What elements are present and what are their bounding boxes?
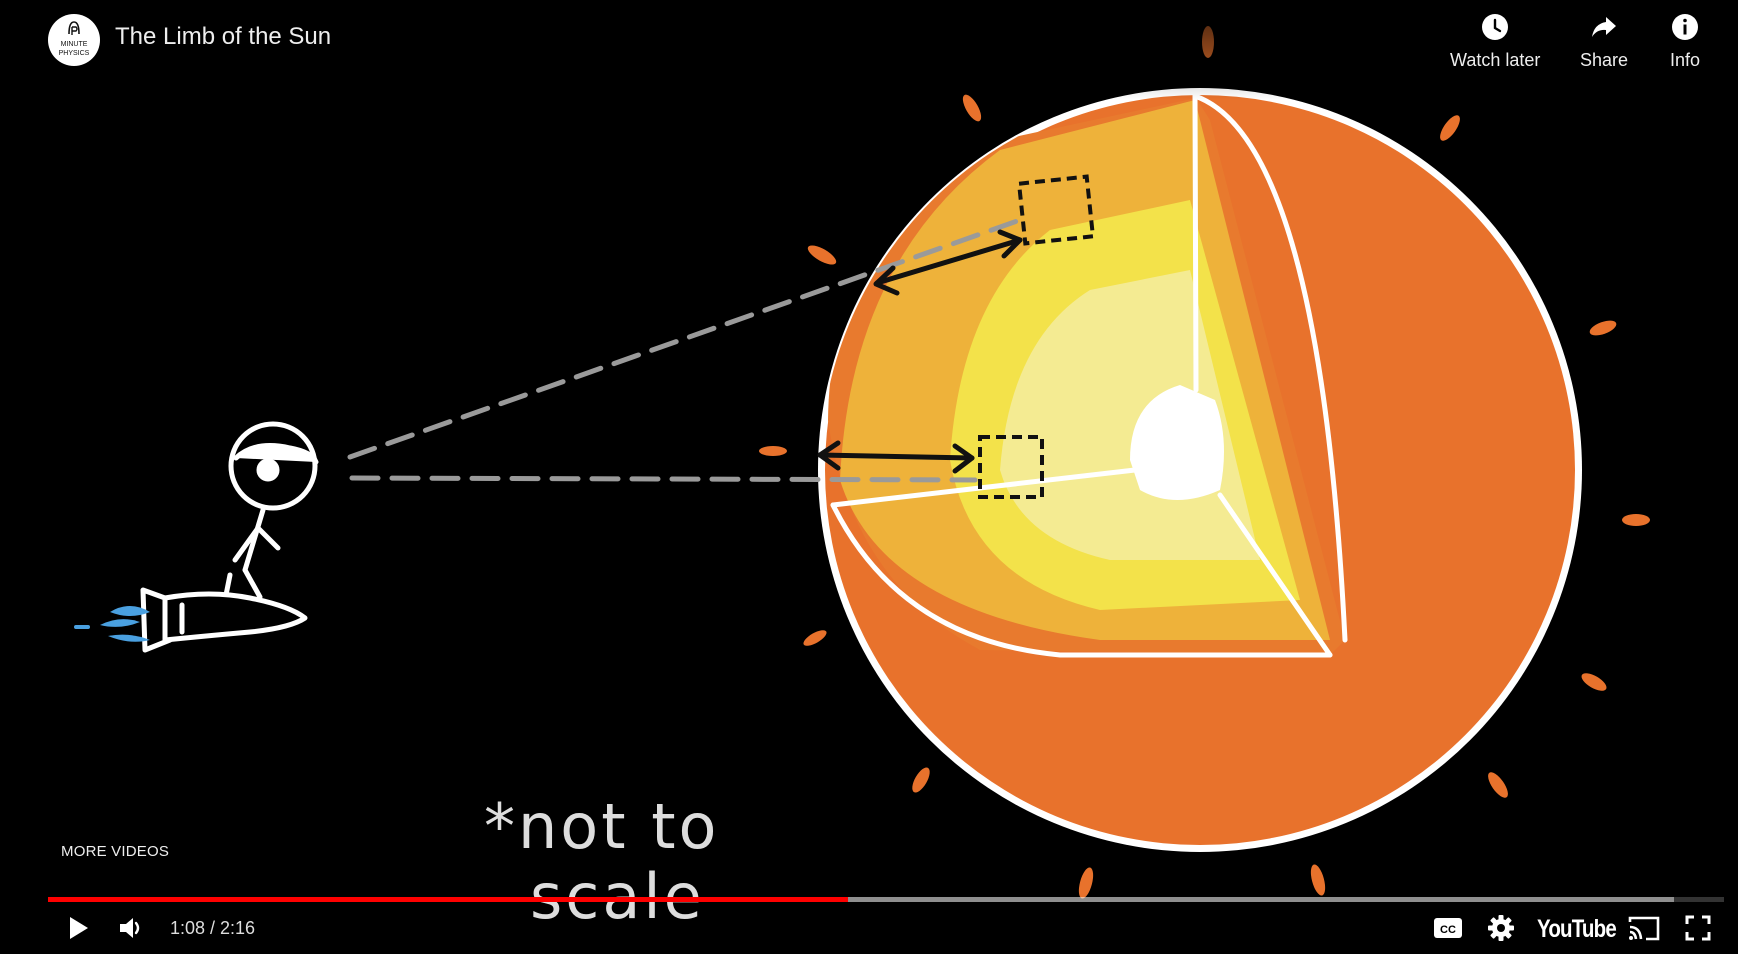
info-button[interactable]: Info — [1670, 12, 1700, 71]
svg-text:MINUTE: MINUTE — [61, 41, 88, 48]
share-arrow-icon — [1592, 17, 1617, 37]
mute-button[interactable] — [116, 913, 146, 948]
captions-button[interactable]: CC — [1433, 915, 1463, 946]
info-icon — [1672, 14, 1699, 40]
arrows — [817, 229, 1023, 474]
share-button[interactable]: Share — [1580, 12, 1628, 71]
youtube-logo[interactable]: YouTube — [1537, 915, 1617, 943]
progress-bar[interactable] — [48, 897, 1724, 902]
caption-line-2: scale — [530, 860, 705, 933]
caption-line-1: *not to — [484, 790, 720, 863]
cc-icon: CC — [1434, 918, 1462, 938]
svg-text:PHYSICS: PHYSICS — [59, 50, 90, 57]
fullscreen-button[interactable] — [1685, 915, 1711, 946]
fullscreen-icon — [1685, 915, 1711, 941]
cast-button[interactable] — [1627, 914, 1661, 947]
sun-sphere — [818, 88, 1582, 852]
sun-rays — [759, 26, 1650, 899]
watch-later-label: Watch later — [1450, 50, 1541, 70]
minutephysics-logo-icon: MINUTE PHYSICS — [49, 15, 99, 65]
share-label: Share — [1580, 50, 1629, 70]
svg-text:CC: CC — [1440, 924, 1456, 936]
gear-icon — [1488, 915, 1514, 941]
play-icon — [70, 917, 88, 939]
clock-icon — [1482, 14, 1509, 40]
progress-played — [48, 897, 849, 902]
measurement-boxes — [978, 174, 1096, 499]
top-bar: MINUTE PHYSICS The Limb of the Sun Watch… — [0, 0, 1738, 100]
rocket-flame — [74, 606, 150, 642]
time-display: 1:08 / 2:16 — [170, 918, 256, 938]
control-bar: 1:08 / 2:16 CC — [0, 905, 1738, 954]
stick-figure — [140, 421, 319, 653]
watch-later-button[interactable]: Watch later — [1450, 12, 1540, 71]
volume-icon — [120, 918, 140, 938]
sight-lines — [347, 217, 1023, 483]
progress-loaded — [48, 897, 1674, 902]
video-title[interactable]: The Limb of the Sun — [115, 23, 332, 50]
more-videos-button[interactable]: MORE VIDEOS — [61, 843, 170, 860]
channel-avatar[interactable]: MINUTE PHYSICS — [48, 14, 100, 66]
play-button[interactable] — [62, 913, 92, 948]
cast-icon — [1628, 916, 1660, 941]
settings-button[interactable] — [1487, 914, 1515, 947]
info-label: Info — [1670, 50, 1701, 70]
